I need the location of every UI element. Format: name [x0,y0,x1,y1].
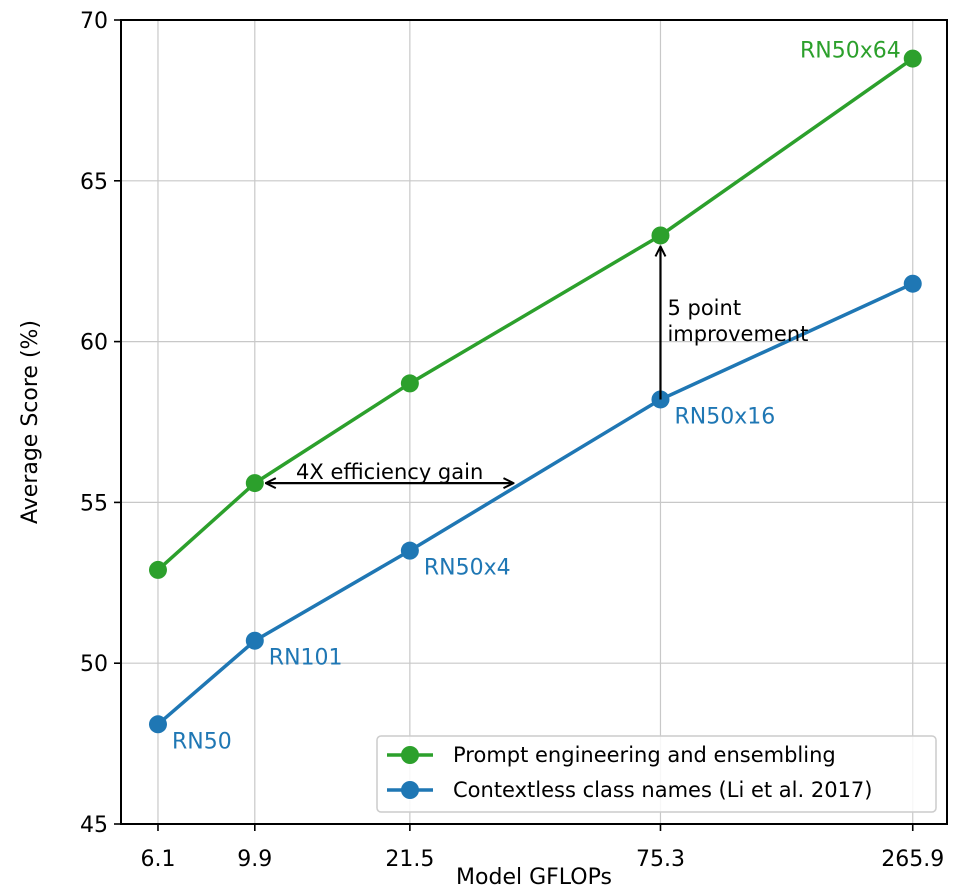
y-tick-label: 65 [80,170,108,195]
legend-box [376,735,937,813]
annotation-text: 5 point [667,296,741,320]
legend-marker [401,746,419,764]
data-point [903,49,922,68]
data-point [400,374,419,393]
data-point [651,226,670,245]
x-tick-label: 21.5 [385,847,434,872]
x-tick-label: 75.3 [636,847,685,872]
x-tick-label: 9.9 [237,847,272,872]
point-label: RN50 [172,729,232,754]
data-point [148,715,167,734]
annotation-text: improvement [667,322,808,346]
x-axis-label: Model GFLOPs [456,865,612,889]
legend-label: Prompt engineering and ensembling [453,743,836,767]
y-tick-label: 60 [80,331,108,356]
x-tick-label: 265.9 [881,847,944,872]
legend-marker [401,781,419,799]
y-axis-label: Average Score (%) [18,320,43,524]
data-point [245,631,264,650]
point-label: RN50x16 [674,404,775,429]
data-point [903,274,922,293]
data-point [245,474,264,493]
x-tick-label: 6.1 [140,847,175,872]
plot-frame [120,19,948,825]
y-tick-label: 45 [80,813,108,838]
data-point [400,541,419,560]
legend-label: Contextless class names (Li et al. 2017) [453,778,872,802]
data-point [148,560,167,579]
annotation-text: 4X efficiency gain [296,460,483,484]
y-tick-label: 50 [80,652,108,677]
series-line [156,57,914,572]
point-label: RN101 [269,646,343,671]
point-label: RN50x64 [800,39,901,64]
y-tick-label: 55 [80,491,108,516]
point-label: RN50x4 [424,556,511,581]
y-tick-label: 70 [80,9,108,34]
